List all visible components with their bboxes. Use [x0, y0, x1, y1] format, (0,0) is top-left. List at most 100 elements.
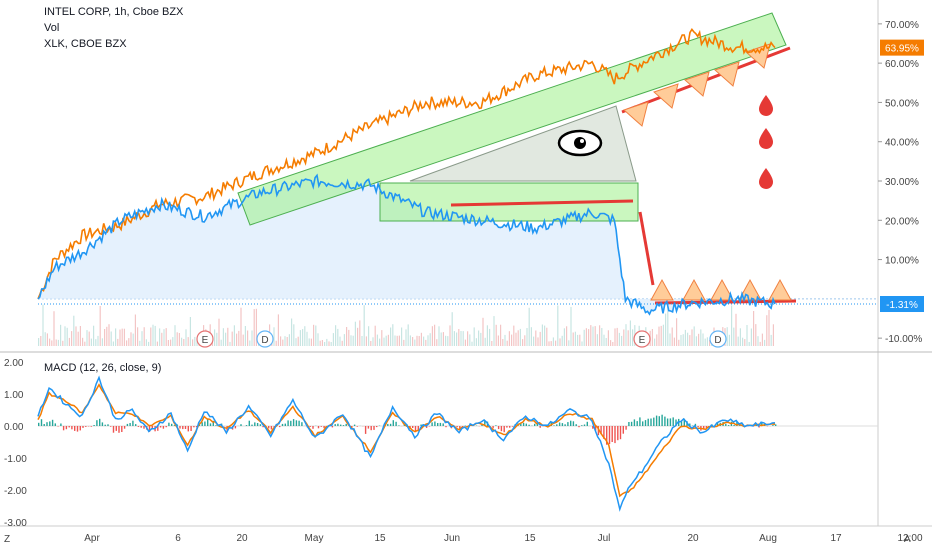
volume-bar — [64, 326, 66, 346]
price-axis[interactable]: 70.00% 60.00% 50.00% 40.00% 30.00% 20.00% 10.0… — [878, 20, 922, 345]
macd-histogram-bar — [509, 426, 511, 428]
volume-bar — [544, 325, 546, 346]
volume-bar — [401, 327, 403, 346]
volume-bar — [66, 327, 68, 346]
macd-histogram-bar — [705, 426, 708, 428]
volume-bar — [174, 325, 176, 346]
volume-bar — [139, 340, 141, 346]
volume-bar — [755, 324, 757, 346]
volume-bar — [508, 331, 510, 346]
volume-bar — [568, 340, 570, 346]
macd-histogram-bar — [594, 426, 597, 431]
ascending-channel — [237, 12, 787, 226]
macd-histogram-bar — [292, 419, 295, 426]
volume-bar — [460, 331, 462, 346]
volume-bar — [491, 341, 493, 346]
volume-bar — [667, 307, 669, 346]
macd-histogram-bar — [195, 426, 198, 428]
volume-bar — [475, 338, 477, 346]
volume-bar — [251, 330, 253, 346]
volume-bar — [462, 331, 464, 346]
volume-bar — [484, 337, 486, 346]
macd-axis[interactable]: 2.00 1.00 0.00 -1.00 -2.00 -3.00 — [4, 358, 27, 529]
volume-bar — [409, 335, 411, 346]
triangle-marker — [684, 71, 710, 97]
macd-histogram-bar — [492, 426, 494, 429]
macd-histogram-bar — [112, 426, 115, 433]
volume-bar — [772, 324, 774, 346]
macd-histogram-bar — [697, 426, 699, 427]
macd-histogram-bar — [703, 426, 705, 430]
time-axis[interactable]: Apr 6 20 May 15 Jun 15 Jul 20 Aug 17 12:00 — [84, 533, 923, 544]
macd-histogram-bar — [658, 416, 660, 426]
macd-histogram-bar — [520, 422, 522, 426]
macd-histogram-bar — [68, 426, 70, 428]
blood-drop-icon — [759, 128, 773, 149]
macd-histogram-bar — [340, 424, 342, 426]
macd-histogram-bar — [245, 425, 248, 426]
triangle-marker — [623, 101, 649, 127]
signal-line — [37, 383, 776, 498]
volume-bar — [390, 327, 392, 346]
volume-bar — [471, 341, 473, 346]
macd-histogram-bar — [193, 426, 195, 428]
macd-histogram-bar — [617, 426, 619, 441]
macd-histogram-bar — [558, 422, 561, 426]
volume-bar — [112, 341, 114, 346]
macd-histogram-bar — [456, 426, 458, 428]
eye-glint — [580, 139, 584, 143]
volume-bar — [557, 305, 559, 346]
macd-histogram-bar — [168, 422, 170, 426]
macd-histogram-bar — [351, 426, 353, 428]
corner-label-left[interactable]: Z — [4, 534, 10, 545]
volume-bar — [187, 337, 189, 346]
volume-bar — [242, 334, 244, 346]
volume-bar — [343, 334, 345, 346]
corner-label-right[interactable]: A — [904, 534, 911, 545]
volume-bar — [326, 338, 328, 346]
volume-bar — [119, 329, 121, 346]
intc-line — [37, 173, 776, 316]
macd-histogram-bar — [437, 423, 439, 426]
volume-bar — [458, 329, 460, 346]
volume-bar — [489, 328, 491, 346]
volume-bar — [588, 329, 590, 346]
dividend-marker-label: D — [261, 335, 268, 346]
volume-bar — [374, 325, 376, 346]
macd-histogram-bar — [270, 426, 273, 430]
volume-bar — [493, 316, 495, 346]
volume-bar — [651, 329, 653, 346]
volume-bar — [706, 337, 708, 346]
macd-histogram-bar — [606, 426, 608, 445]
volume-bar — [75, 326, 77, 346]
macd-histogram-bar — [597, 426, 600, 436]
macd-histogram-bar — [600, 426, 602, 435]
macd-histogram-bar — [49, 421, 51, 426]
macd-histogram-bar — [157, 426, 159, 431]
time-tick-label: Jun — [444, 533, 460, 544]
macd-histogram-bar — [578, 426, 580, 428]
volume-bar — [196, 339, 198, 346]
legend-macd: MACD (12, 26, close, 9) — [44, 362, 162, 374]
macd-histogram-bar — [727, 425, 730, 426]
volume-bar — [436, 339, 438, 346]
volume-bar — [656, 334, 658, 346]
volume-bar — [227, 327, 229, 346]
volume-bar — [313, 324, 315, 346]
volume-bar — [284, 336, 286, 346]
macd-histogram-bar — [575, 424, 577, 426]
volume-bar — [449, 325, 451, 346]
macd-histogram-bar — [90, 426, 92, 427]
volume-bar — [623, 329, 625, 346]
macd-histogram-bar — [758, 426, 760, 428]
macd-histogram-bar — [54, 423, 56, 426]
wedge-triangle — [409, 105, 637, 182]
volume-bar — [739, 328, 741, 346]
volume-bar — [445, 335, 447, 346]
macd-histogram-bar — [60, 423, 62, 426]
volume-bar — [427, 335, 429, 346]
volume-bar — [315, 325, 317, 346]
volume-bar — [500, 324, 502, 346]
